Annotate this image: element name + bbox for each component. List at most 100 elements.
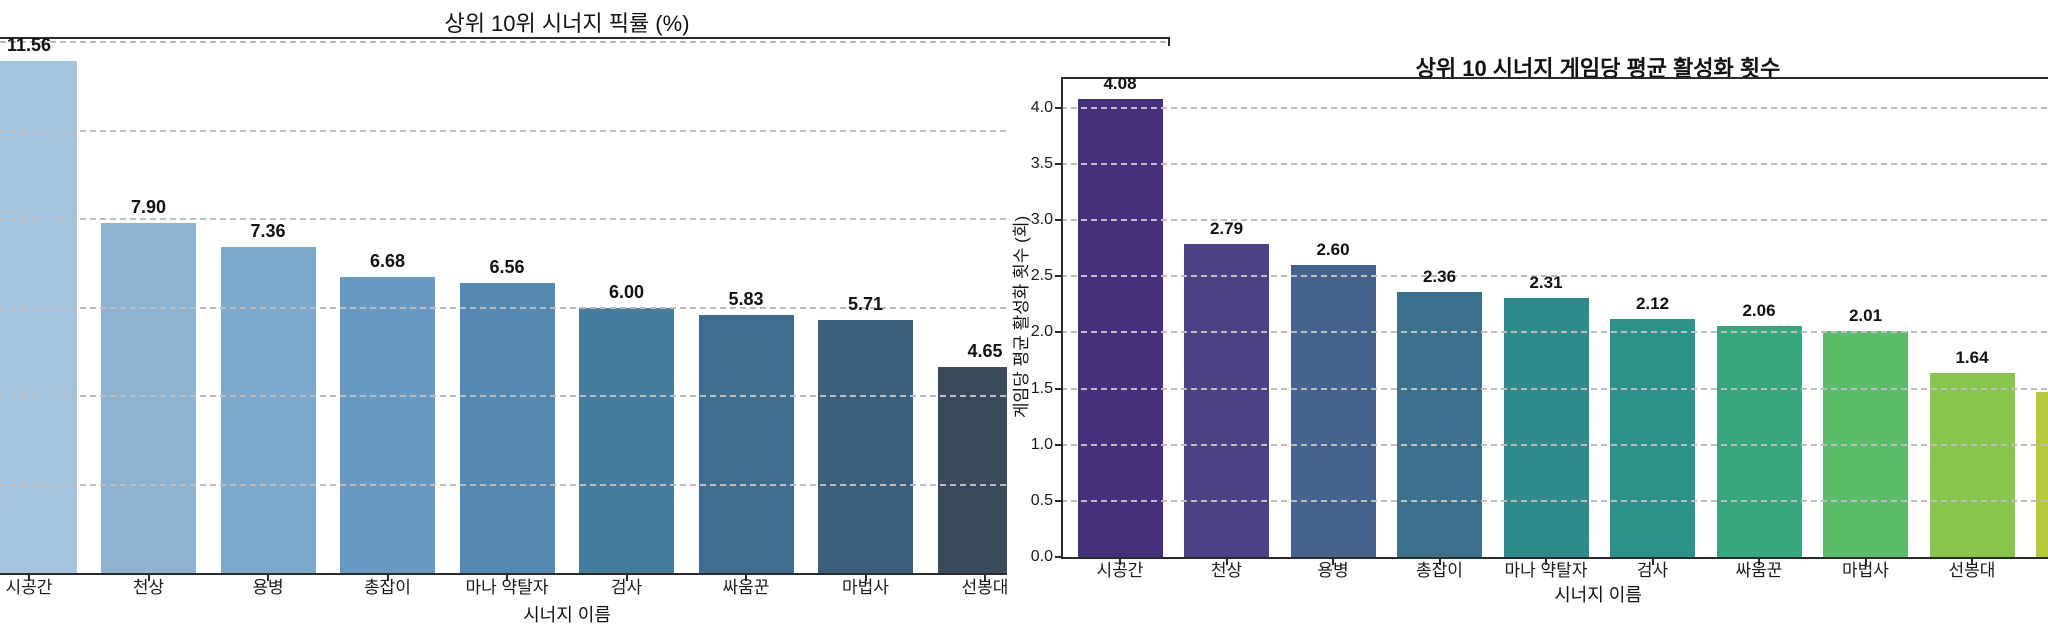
y-tick-label-4.0: 4.0 [1030, 98, 1053, 116]
bar-천상 [101, 223, 196, 573]
bar-시공간 [0, 61, 77, 573]
x-tick-label-총잡이: 총잡이 [364, 578, 411, 597]
x-tick-mark [147, 575, 150, 581]
gridline-1 [1061, 443, 2048, 446]
x-tick-mark [1545, 559, 1547, 565]
bar-value-label: 6.68 [369, 251, 406, 272]
bar-총잡이 [1397, 291, 1482, 557]
x-tick-mark [1971, 559, 1973, 565]
x-tick-mark [1332, 559, 1334, 565]
x-tick-label-시공간: 시공간 [1096, 561, 1144, 580]
x-tick-label-검사: 검사 [610, 578, 643, 597]
x-tick-mark [1119, 559, 1121, 565]
chart-title-avg-activations: 상위 10 시너지 게임당 평균 활성화 횟수 [1415, 56, 1781, 81]
y-tick-label-2.5: 2.5 [1030, 267, 1053, 285]
top-spine [0, 37, 1170, 39]
bar-value-label: 4.65 [967, 341, 1003, 362]
x-axis-title-pick-rate: 시너지 이름 [523, 605, 611, 625]
y-tick-label-0.0: 0.0 [1030, 548, 1053, 565]
bar-value-label: 7.36 [250, 221, 286, 242]
x-tick-label-용병: 용병 [252, 578, 284, 597]
y-tick-mark [1055, 443, 1061, 446]
x-tick-mark [267, 575, 269, 581]
bar-value-label: 6.56 [489, 256, 525, 277]
x-tick-label-싸움꾼: 싸움꾼 [722, 578, 770, 597]
bar-value-label: 5.71 [847, 294, 884, 315]
gridline-10 [0, 129, 1170, 132]
bar-마법사 [818, 320, 913, 573]
bar-천상 [1184, 243, 1269, 557]
y-tick-label-2.0: 2.0 [1030, 323, 1053, 341]
gridline-12 [0, 41, 1170, 43]
x-tick-mark [1758, 559, 1760, 565]
y-tick-label-1.5: 1.5 [1030, 379, 1053, 397]
bar-value-label: 5.83 [728, 289, 764, 310]
x-tick-label-시공간: 시공간 [5, 578, 53, 597]
x-tick-mark [1651, 559, 1654, 565]
bar-value-label: 2.60 [1316, 240, 1350, 260]
bottom-spine [0, 573, 1170, 575]
bar-총잡이 [340, 277, 435, 573]
x-tick-label-용병: 용병 [1317, 561, 1349, 580]
gridline-8 [0, 218, 1170, 220]
y-tick-mark [1055, 106, 1061, 109]
bar-value-label: 2.06 [1742, 300, 1776, 320]
figure-avg-activations: 상위 10 시너지 게임당 평균 활성화 횟수 게임당 평균 활성화 횟수 (회… [1007, 46, 2048, 632]
gridline-1.5 [1061, 387, 2048, 390]
top-spine [1061, 77, 2048, 79]
gridline-3 [1061, 219, 2048, 222]
x-tick-mark [28, 575, 30, 581]
y-tick-label-3.5: 3.5 [1030, 154, 1053, 172]
y-tick-mark [1055, 275, 1061, 278]
bar-value-label: 2.01 [1848, 306, 1883, 326]
y-tick-mark [1055, 387, 1061, 390]
bar-싸움꾼 [1716, 325, 1802, 557]
gridline-3.5 [1061, 162, 2048, 165]
bar-시공간 [1077, 98, 1163, 557]
bar-value-label: 1.64 [1955, 347, 1989, 367]
left-spine [1061, 77, 1063, 559]
gridline-0.5 [1061, 499, 2048, 502]
gridline-2 [0, 483, 1170, 486]
bar-value-label: 7.90 [130, 197, 167, 218]
y-tick-label-1.0: 1.0 [1030, 435, 1053, 453]
x-tick-label-선봉대: 선봉대 [961, 578, 1009, 597]
x-tick-label-마나 약탈자: 마나 약탈자 [465, 578, 549, 597]
bar-value-label: 11.56 [6, 35, 52, 56]
gridline-6 [0, 306, 1170, 309]
bar-value-label: 2.31 [1529, 272, 1563, 292]
bar-value-label: 4.08 [1103, 73, 1137, 93]
x-tick-label-마법사: 마법사 [1842, 561, 1889, 580]
x-tick-mark [984, 575, 986, 581]
bar-검사 [579, 307, 674, 573]
x-tick-mark [864, 575, 867, 581]
gridline-4 [1061, 106, 2048, 109]
bar-용병 [220, 247, 316, 573]
bar-value-label: 2.36 [1422, 266, 1457, 286]
gridline-4 [0, 395, 1170, 397]
x-axis-title-avg-activations: 시너지 이름 [1554, 585, 1642, 605]
bar-value-label: 2.12 [1635, 293, 1670, 313]
x-tick-label-선봉대: 선봉대 [1948, 561, 1996, 580]
bar-마나 약탈자 [1503, 297, 1589, 557]
x-tick-label-검사: 검사 [1636, 561, 1669, 580]
bottom-spine [1061, 557, 2048, 559]
y-tick-mark [1055, 556, 1061, 558]
bar-value-label: 6.00 [608, 281, 645, 302]
y-tick-mark [1055, 499, 1061, 502]
x-tick-mark [506, 575, 508, 581]
gridline-2.5 [1061, 275, 2048, 278]
y-tick-label-3.0: 3.0 [1030, 211, 1053, 229]
bar-마나 약탈자 [459, 282, 555, 573]
bar-검사 [1610, 318, 1695, 557]
x-tick-label-싸움꾼: 싸움꾼 [1735, 561, 1783, 580]
chart-title-pick-rate: 상위 10위 시너지 픽률 (%) [444, 11, 690, 36]
y-tick-label-0.5: 0.5 [1030, 491, 1053, 509]
x-tick-mark [625, 575, 628, 581]
x-tick-mark [386, 575, 389, 581]
bar-선봉대 [1929, 372, 2015, 557]
bar-n9 [2036, 391, 2048, 557]
x-tick-label-천상: 천상 [132, 578, 165, 597]
